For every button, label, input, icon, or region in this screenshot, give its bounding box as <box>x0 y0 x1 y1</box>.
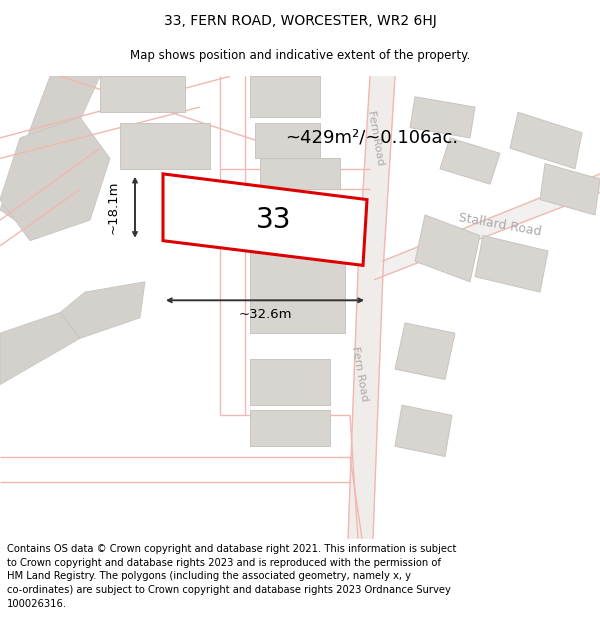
Polygon shape <box>260 159 340 189</box>
Polygon shape <box>374 174 600 280</box>
Polygon shape <box>415 215 480 282</box>
Polygon shape <box>120 122 210 169</box>
Polygon shape <box>395 323 455 379</box>
Text: Map shows position and indicative extent of the property.: Map shows position and indicative extent… <box>130 49 470 62</box>
Text: 33, FERN ROAD, WORCESTER, WR2 6HJ: 33, FERN ROAD, WORCESTER, WR2 6HJ <box>164 14 436 28</box>
Text: Fern Road: Fern Road <box>350 346 370 403</box>
Polygon shape <box>60 282 145 338</box>
Text: 33: 33 <box>256 206 292 234</box>
Polygon shape <box>348 271 383 539</box>
Polygon shape <box>163 174 367 266</box>
Polygon shape <box>395 405 452 456</box>
Polygon shape <box>250 76 320 118</box>
Text: Fern Road: Fern Road <box>366 109 386 166</box>
Polygon shape <box>250 251 345 333</box>
Text: ~32.6m: ~32.6m <box>238 308 292 321</box>
Polygon shape <box>410 97 475 138</box>
Text: Stallard Road: Stallard Road <box>458 212 542 239</box>
Polygon shape <box>540 164 600 215</box>
Text: Contains OS data © Crown copyright and database right 2021. This information is : Contains OS data © Crown copyright and d… <box>7 544 457 609</box>
Polygon shape <box>358 76 395 271</box>
Polygon shape <box>100 76 185 112</box>
Polygon shape <box>475 236 548 292</box>
Polygon shape <box>250 410 330 446</box>
Text: ~18.1m: ~18.1m <box>107 181 119 234</box>
Polygon shape <box>0 118 110 241</box>
Polygon shape <box>440 138 500 184</box>
Polygon shape <box>0 76 100 231</box>
Polygon shape <box>250 199 345 246</box>
Polygon shape <box>0 312 80 384</box>
Polygon shape <box>250 359 330 405</box>
Polygon shape <box>255 122 320 159</box>
Polygon shape <box>510 112 582 169</box>
Text: ~429m²/~0.106ac.: ~429m²/~0.106ac. <box>285 129 458 147</box>
